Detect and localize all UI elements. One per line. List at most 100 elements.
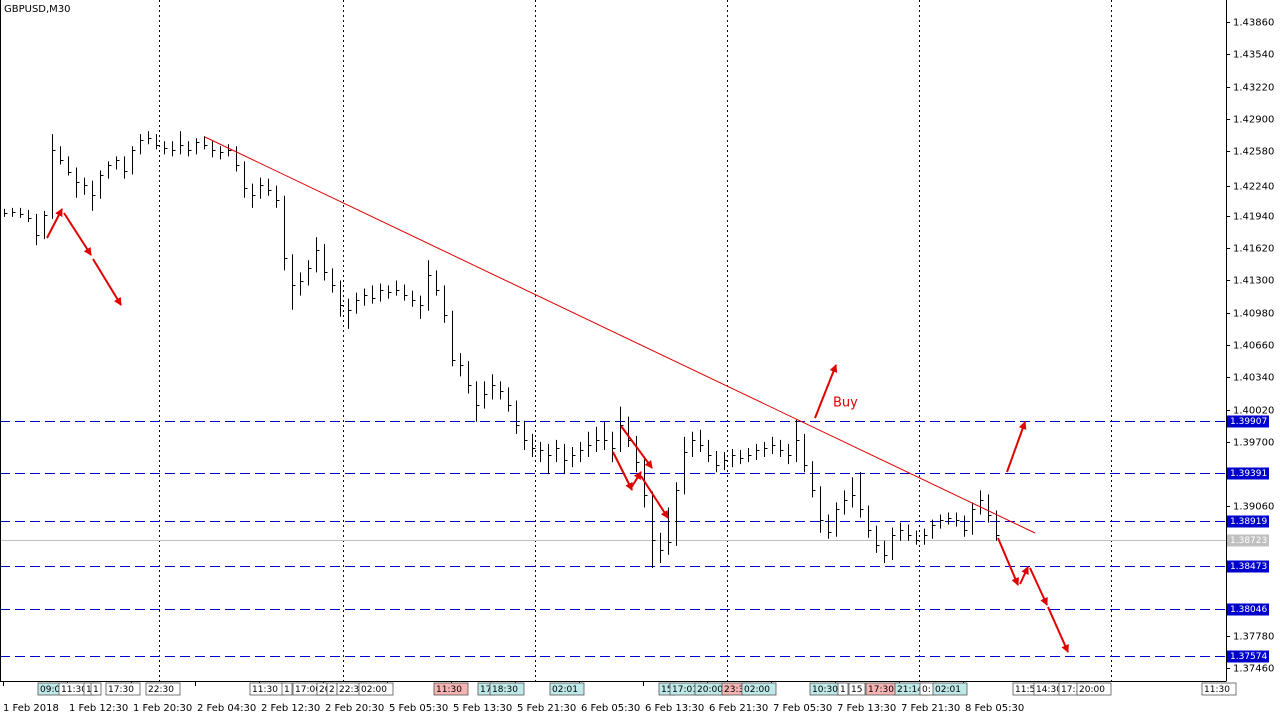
y-tick-label: 1.40980: [1233, 309, 1274, 320]
stamp-label: 22:3: [339, 685, 359, 695]
stamp-label: 1: [93, 685, 99, 695]
stamp-label: 20:00: [697, 685, 723, 695]
level-label: 1.38473: [1230, 562, 1267, 572]
x-tick-label: 6 Feb 05:30: [581, 703, 640, 714]
stamp-label: 02:00: [361, 685, 387, 695]
x-tick-label: 6 Feb 13:30: [645, 703, 704, 714]
x-tick-label: 1 Feb 2018: [3, 703, 59, 714]
y-tick-label: 1.41300: [1233, 276, 1274, 287]
stamp-label: 17:30: [868, 685, 894, 695]
x-tick-label: 8 Feb 05:30: [965, 703, 1024, 714]
bars: [4, 131, 1000, 569]
x-tick-label: 1 Feb 20:30: [133, 703, 192, 714]
stamp-label: 22:30: [148, 685, 174, 695]
y-tick-label: 1.43220: [1233, 83, 1274, 94]
stamp-label: 18:30: [492, 685, 518, 695]
y-tick-label: 1.40660: [1233, 341, 1274, 352]
stamp-box: [145, 682, 181, 696]
y-tick-label: 1.43540: [1233, 50, 1274, 61]
y-tick-label: 1.42580: [1233, 147, 1274, 158]
stamp-label: 15: [661, 685, 672, 695]
arrow: [612, 451, 633, 491]
x-tick-label: 7 Feb 05:30: [773, 703, 832, 714]
arrow: [630, 471, 642, 489]
level-tag: [1227, 534, 1269, 547]
stamp-label: 14:30: [1036, 685, 1062, 695]
stamp-label: 15: [851, 685, 862, 695]
level-label: 1.38723: [1230, 536, 1267, 546]
arrows: [46, 208, 1069, 653]
y-tick-label: 1.37780: [1233, 632, 1274, 643]
level-tag: [1227, 467, 1269, 480]
level-tag: [1227, 603, 1269, 616]
x-tick-label: 2 Feb 04:30: [197, 703, 256, 714]
y-tick-label: 1.42240: [1233, 182, 1274, 193]
x-tick-label: 5 Feb 05:30: [389, 703, 448, 714]
arrow: [814, 364, 838, 419]
level-tag: [1227, 515, 1269, 528]
stamp-box: [848, 682, 866, 696]
y-tick-label: 1.39700: [1233, 438, 1274, 449]
stamp-label: 1: [284, 685, 290, 695]
x-tick-label: 5 Feb 13:30: [453, 703, 512, 714]
y-tick-label: 1.41620: [1233, 244, 1274, 255]
stamp-box: [549, 682, 585, 696]
arrow: [1006, 421, 1027, 473]
axes: 1.43860 1.43540 1.43220 1.42900 1.42580 1.422…: [3, 18, 1274, 714]
stamp-box: [90, 682, 102, 696]
stamp-label: 11:30: [436, 685, 462, 695]
arrow: [1019, 566, 1029, 585]
x-tick-label: 5 Feb 21:30: [517, 703, 576, 714]
stamp-label: 20: [319, 685, 331, 695]
arrow: [640, 475, 669, 519]
stamp-label: 09:0: [40, 685, 60, 695]
stamp-box: [105, 682, 141, 696]
level-tag: [1227, 650, 1269, 663]
stamp-box: [281, 682, 293, 696]
stamp-label: 20:00: [1079, 685, 1105, 695]
trend-line: [204, 136, 1036, 534]
level-label: 1.37574: [1230, 652, 1267, 662]
arrow: [620, 425, 653, 469]
y-tick-label: 1.40340: [1233, 373, 1274, 384]
stamp-box: [1201, 682, 1237, 696]
y-tick-label: 1.39060: [1233, 502, 1274, 513]
stamp-label: 17:00: [295, 685, 321, 695]
day-separators: [159, 0, 1112, 681]
stamp-label: 11:30: [252, 685, 278, 695]
stamp-label: 11:5: [1015, 685, 1035, 695]
stamp-label: 21:14: [897, 685, 923, 695]
stamp-box: [837, 682, 849, 696]
level-label: 1.39391: [1230, 469, 1267, 479]
stamp-label: 17:01: [672, 685, 698, 695]
arrow: [46, 208, 63, 239]
y-tick-label: 1.41940: [1233, 212, 1274, 223]
y-tick-label: 1.40020: [1233, 406, 1274, 417]
stamp-label: 2: [329, 685, 335, 695]
stamp-box: [358, 682, 394, 696]
stamp-label: 10:30: [812, 685, 838, 695]
level-label: 1.38919: [1230, 517, 1267, 527]
level-tag: [1227, 415, 1269, 428]
stamp-label: 02:01: [935, 685, 961, 695]
arrow: [1029, 567, 1048, 606]
level-label: 1.39907: [1230, 417, 1267, 427]
stamp-label: 02:00: [744, 685, 770, 695]
y-tick-label: 1.37460: [1233, 664, 1274, 675]
y-tick-label: 1.43860: [1233, 18, 1274, 29]
arrow: [63, 212, 92, 256]
stamp-label: 17: [480, 685, 491, 695]
level-tag: [1227, 560, 1269, 573]
y-tick-label: 1.42900: [1233, 115, 1274, 126]
stamp-label: 1: [840, 685, 846, 695]
stamp-label: 17:30: [108, 685, 134, 695]
stamp-label: 0:: [922, 685, 931, 695]
arrow: [997, 537, 1019, 586]
x-tick-label: 7 Feb 21:30: [901, 703, 960, 714]
stamp-label: 17:3: [1061, 685, 1081, 695]
x-tick-label: 2 Feb 20:30: [325, 703, 384, 714]
stamp-box: [741, 682, 777, 696]
